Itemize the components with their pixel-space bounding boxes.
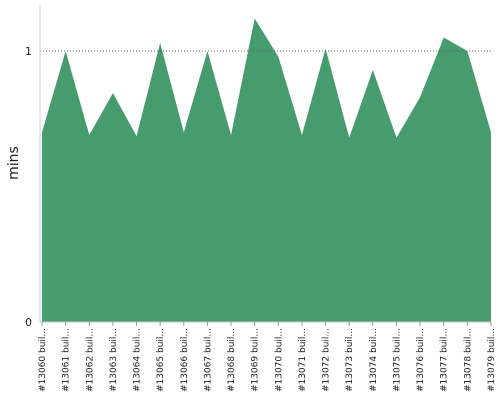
x-tick-label: #13070 buil...	[274, 328, 284, 392]
x-tick-label: #13065 buil...	[156, 328, 166, 392]
x-tick-label: #13066 buil...	[180, 328, 190, 392]
x-tick-label: #13072 buil...	[322, 328, 332, 392]
area	[42, 18, 491, 323]
x-tick-label: #13076 buil...	[416, 328, 426, 392]
x-tick-label: #13073 buil...	[345, 328, 355, 392]
x-tick-label: #13063 buil...	[109, 328, 119, 392]
x-tick-label: #13060 buil...	[38, 328, 48, 392]
x-tick-label: #13075 buil...	[392, 328, 402, 392]
y-tick-label: 0	[25, 316, 32, 329]
x-tick-label: #13077 buil...	[440, 328, 450, 392]
x-tick-label: #13062 buil...	[85, 328, 95, 392]
x-tick-label: #13074 buil...	[369, 328, 379, 392]
x-tick-label: #13078 buil...	[463, 328, 473, 392]
x-tick-label: #13067 buil...	[203, 328, 213, 392]
x-tick-label: #13068 buil...	[227, 328, 237, 392]
y-axis-label: mins	[6, 146, 22, 180]
y-tick-label: 1	[25, 45, 32, 58]
x-tick-label: #13064 buil...	[133, 328, 143, 392]
x-tick-label: #13079 buil...	[487, 328, 497, 392]
x-tick-label: #13071 buil...	[298, 328, 308, 392]
x-tick-label: #13069 buil...	[251, 328, 261, 392]
x-tick-label: #13061 buil...	[62, 328, 72, 392]
